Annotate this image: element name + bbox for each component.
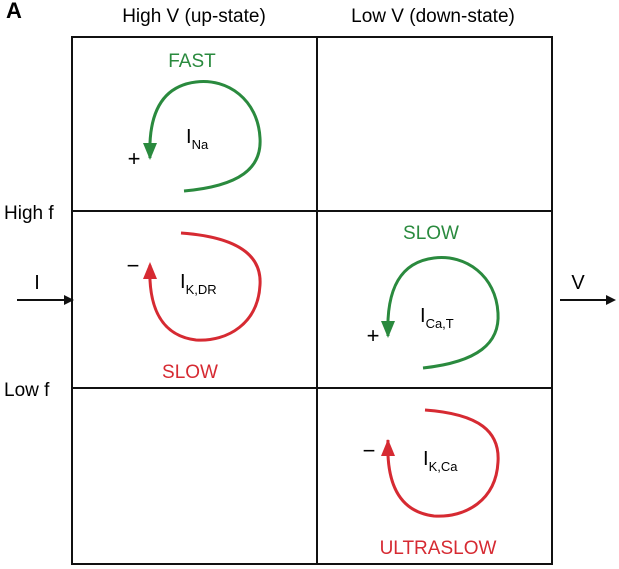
loop-path-kca (386, 408, 500, 518)
output-label: V (571, 272, 585, 294)
column-header-high-v: High V (up-state) (122, 6, 266, 27)
loop-cat: SLOW + ICa,T (367, 223, 500, 370)
speed-label-slow-kdr: SLOW (162, 362, 218, 383)
speed-label-slow-cat: SLOW (403, 223, 459, 244)
current-sub-kdr: K,DR (186, 282, 217, 297)
current-main-cat: I (420, 305, 426, 327)
current-main-kdr: I (180, 271, 186, 293)
loop-path-na (148, 80, 262, 193)
sign-minus-kca: − (363, 438, 376, 463)
loop-arrowhead-cat (381, 321, 395, 338)
speed-label-ultraslow: ULTRASLOW (380, 538, 497, 559)
current-main-na: I (186, 126, 192, 148)
grid (71, 36, 553, 565)
input-label: I (34, 272, 40, 294)
loop-path-kdr (148, 231, 262, 342)
panel-letter: A (6, 0, 22, 23)
input-arrow: I (17, 272, 74, 305)
loop-na: FAST + INa (128, 51, 262, 193)
row-label-high-f: High f (4, 203, 54, 224)
current-label-cat: ICa,T (420, 305, 454, 331)
current-sub-na: Na (192, 137, 209, 152)
loop-path-cat (386, 256, 500, 370)
current-sub-cat: Ca,T (426, 316, 454, 331)
current-label-kca: IK,Ca (423, 448, 458, 474)
sign-minus-kdr: − (127, 253, 140, 278)
output-arrow: V (560, 272, 616, 305)
loop-kca: − IK,Ca ULTRASLOW (363, 408, 500, 559)
grid-border (71, 36, 553, 565)
current-label-kdr: IK,DR (180, 271, 217, 297)
sign-plus-cat: + (367, 323, 380, 348)
loop-arrowhead-kdr (143, 262, 157, 279)
column-header-low-v: Low V (down-state) (351, 6, 515, 27)
row-label-low-f: Low f (4, 380, 50, 401)
current-sub-kca: K,Ca (429, 459, 459, 474)
loop-arrowhead-na (143, 143, 157, 160)
current-main-kca: I (423, 448, 429, 470)
sign-plus-na: + (128, 146, 141, 171)
current-label-na: INa (186, 126, 209, 152)
loop-arrowhead-kca (381, 439, 395, 456)
speed-label-fast: FAST (168, 51, 216, 72)
loop-kdr: − IK,DR SLOW (127, 231, 262, 383)
